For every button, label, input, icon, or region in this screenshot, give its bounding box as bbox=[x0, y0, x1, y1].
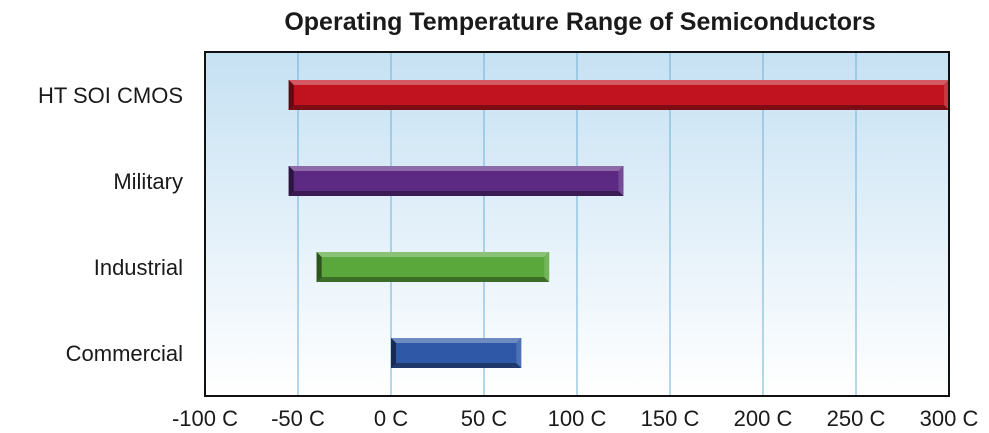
x-tick-label: 50 C bbox=[461, 406, 508, 431]
bar-face bbox=[396, 343, 517, 363]
x-tick-label: 300 C bbox=[920, 406, 979, 431]
bar-bevel-right bbox=[944, 80, 949, 110]
x-tick-label: -100 C bbox=[172, 406, 238, 431]
range-bar bbox=[288, 80, 949, 110]
bar-face bbox=[321, 257, 545, 277]
bar-bevel-top bbox=[288, 80, 949, 85]
bar-face bbox=[293, 171, 619, 191]
bars bbox=[288, 80, 949, 368]
bar-bevel-left bbox=[288, 166, 294, 196]
range-bar bbox=[316, 252, 550, 282]
category-label: Industrial bbox=[94, 255, 183, 280]
x-tick-label: 0 C bbox=[374, 406, 408, 431]
range-bar bbox=[391, 338, 522, 368]
x-tick-label: 150 C bbox=[641, 406, 700, 431]
range-bar bbox=[288, 166, 624, 196]
bar-bevel-right bbox=[516, 338, 522, 368]
bar-bevel-right bbox=[544, 252, 550, 282]
bar-bevel-right bbox=[618, 166, 624, 196]
plot-frame bbox=[204, 51, 950, 397]
x-tick-label: 250 C bbox=[827, 406, 886, 431]
x-axis-tick-labels: -100 C -50 C 0 C 50 C 100 C 150 C 200 C 250 C 30… bbox=[172, 406, 978, 431]
category-labels: HT SOI CMOS Military Industrial Commercial bbox=[38, 83, 183, 366]
x-tick-label: 100 C bbox=[548, 406, 607, 431]
bar-bevel-top bbox=[288, 166, 624, 171]
category-label: HT SOI CMOS bbox=[38, 83, 183, 108]
bar-face bbox=[293, 85, 944, 105]
category-label: Military bbox=[113, 169, 183, 194]
bar-bevel-top bbox=[391, 338, 522, 343]
bar-bevel-left bbox=[316, 252, 322, 282]
x-tick-label: 200 C bbox=[734, 406, 793, 431]
bar-bevel-left bbox=[391, 338, 396, 368]
bar-bevel-left bbox=[288, 80, 294, 110]
chart-title: Operating Temperature Range of Semicondu… bbox=[284, 8, 875, 36]
bar-bevel-top bbox=[316, 252, 550, 257]
x-tick-label: -50 C bbox=[271, 406, 325, 431]
category-label: Commercial bbox=[66, 341, 183, 366]
